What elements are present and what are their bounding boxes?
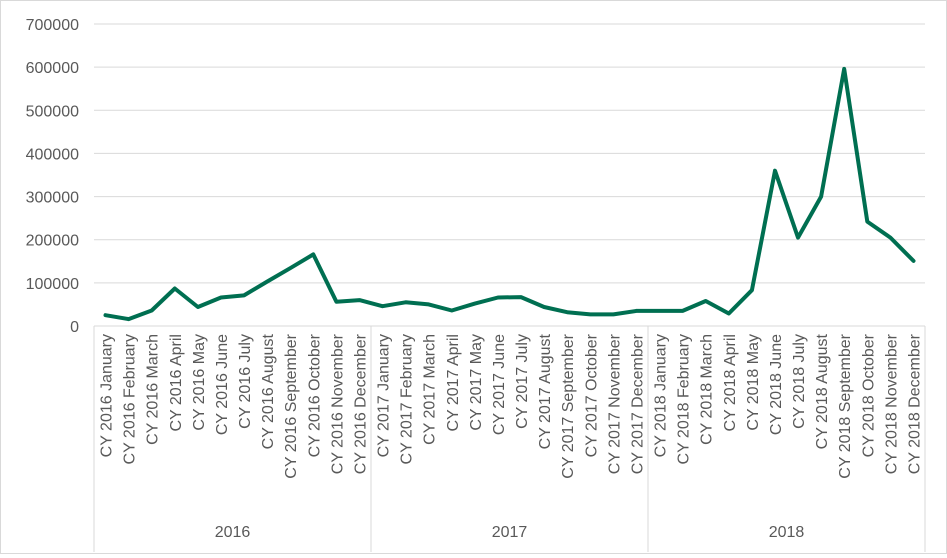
y-tick-label: 500000 [26,103,79,120]
x-group-label: 2016 [215,524,251,541]
x-tick-label: CY 2018 May [745,334,762,431]
y-tick-label: 400000 [26,146,79,163]
series-line [106,69,914,319]
x-group-label: 2018 [769,524,805,541]
x-tick-label: CY 2017 December [629,333,646,474]
x-tick-label: CY 2016 June [214,334,231,435]
x-tick-label: CY 2017 March [422,334,439,445]
x-tick-label: CY 2017 May [468,334,485,431]
x-tick-label: CY 2018 January [653,334,670,457]
x-tick-label: CY 2018 February [676,334,693,464]
x-tick-label: CY 2016 July [237,334,254,429]
x-tick-label: CY 2018 June [768,334,785,435]
x-tick-label: CY 2016 January [99,334,116,457]
x-tick-label: CY 2017 February [399,334,416,464]
x-tick-label: CY 2017 July [514,334,531,429]
y-tick-label: 200000 [26,233,79,250]
x-tick-label: CY 2018 April [722,334,739,432]
x-tick-label: CY 2017 September [560,333,577,478]
x-tick-label: CY 2017 January [376,334,393,457]
x-tick-label: CY 2018 July [791,334,808,429]
x-tick-label: CY 2016 August [260,333,277,449]
x-tick-label: CY 2017 August [537,333,554,449]
x-tick-label: CY 2018 December [906,333,923,474]
x-tick-label: CY 2017 June [491,334,508,435]
y-tick-label: 600000 [26,60,79,77]
x-tick-label: CY 2018 October [860,333,877,457]
y-tick-label: 100000 [26,276,79,293]
x-tick-label: CY 2016 April [168,334,185,432]
x-tick-label: CY 2017 October [583,333,600,457]
x-tick-label: CY 2016 October [306,333,323,457]
x-tick-label: CY 2017 November [606,333,623,474]
x-tick-label: CY 2016 February [122,334,139,464]
x-tick-label: CY 2018 September [837,333,854,478]
x-tick-label: CY 2018 March [699,334,716,445]
x-tick-label: CY 2017 April [445,334,462,432]
x-group-label: 2017 [492,524,528,541]
x-tick-label: CY 2016 May [191,334,208,431]
y-tick-label: 700000 [26,17,79,34]
x-tick-label: CY 2016 September [283,333,300,478]
x-tick-label: CY 2018 November [883,333,900,474]
x-tick-label: CY 2016 December [352,333,369,474]
y-tick-label: 0 [70,319,79,336]
x-tick-label: CY 2016 November [329,333,346,474]
y-tick-label: 300000 [26,190,79,207]
x-tick-label: CY 2018 August [814,333,831,449]
x-tick-label: CY 2016 March [145,334,162,445]
